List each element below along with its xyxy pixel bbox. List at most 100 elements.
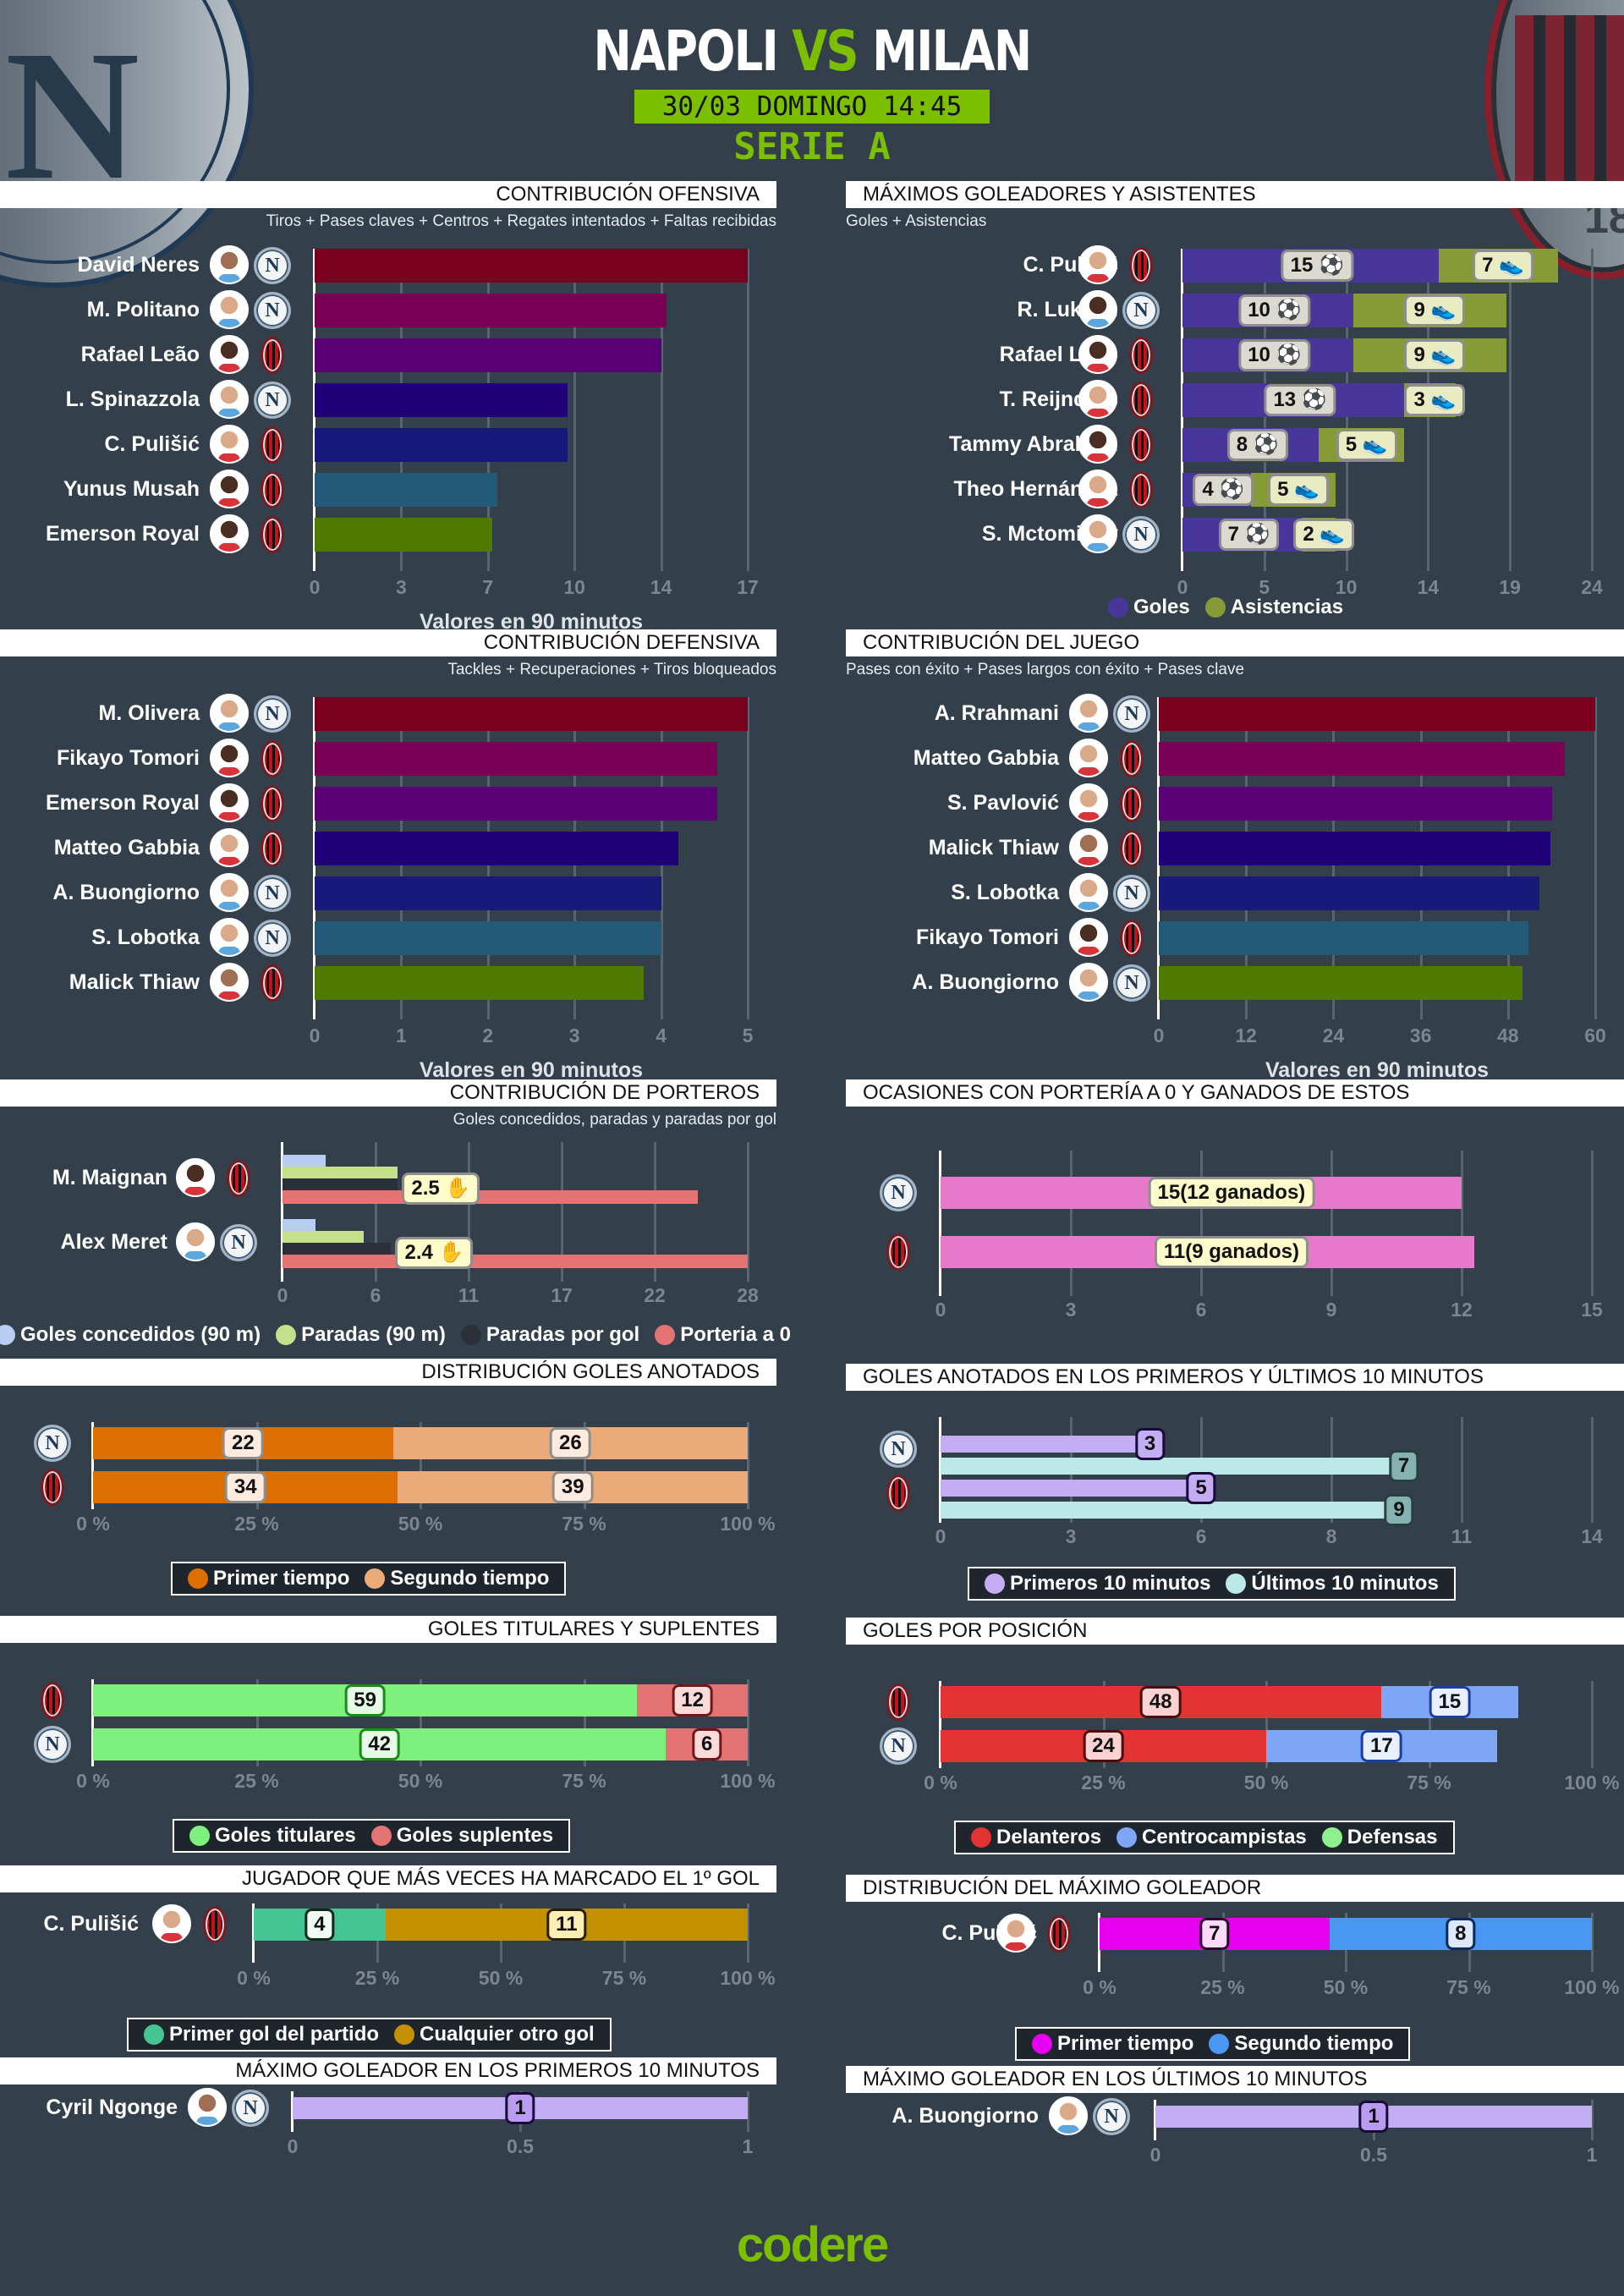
starters-badge: 59 xyxy=(344,1684,386,1717)
player-name: Cyril Ngonge xyxy=(46,2096,178,2119)
assists-badge: 3 👟 xyxy=(1404,384,1466,416)
gridline xyxy=(1461,1151,1463,1296)
legend-item[interactable]: Delanteros xyxy=(971,1826,1101,1849)
assists-badge: 5 👟 xyxy=(1268,474,1330,506)
bar-offensive xyxy=(315,383,568,417)
napoli-crest-icon: N xyxy=(232,2090,269,2127)
legend-item[interactable]: Asistencias xyxy=(1204,596,1344,619)
milan-crest-icon xyxy=(261,516,284,553)
milan-crest-icon xyxy=(1129,471,1153,508)
legend-item[interactable]: Cualquier otro gol xyxy=(394,2023,595,2046)
axis-tick: 17 xyxy=(737,576,759,598)
axis-tick: 5 xyxy=(742,1024,754,1046)
milan-crest-icon xyxy=(1120,740,1144,777)
axis-tick: 0 xyxy=(1177,576,1188,598)
bar-game xyxy=(1159,921,1528,955)
legend-item[interactable]: Goles suplentes xyxy=(370,1824,553,1848)
player-avatar xyxy=(1069,963,1108,1002)
napoli-crest-icon: N xyxy=(1113,695,1150,733)
axis-baseline xyxy=(313,697,315,1019)
legend-item[interactable]: Paradas por gol xyxy=(460,1323,639,1347)
starters-badge: 12 xyxy=(672,1684,713,1717)
player-name: Matteo Gabbia xyxy=(913,746,1059,770)
axis-baseline xyxy=(1181,249,1183,571)
axis-tick: 60 xyxy=(1584,1024,1606,1046)
gridline xyxy=(660,249,663,571)
axis-tick: 0 xyxy=(1153,1024,1165,1046)
player-name: S. Pavlović xyxy=(946,791,1059,815)
legend-label: Delanteros xyxy=(996,1826,1102,1848)
player-avatar xyxy=(210,739,249,777)
bar-game xyxy=(1159,876,1540,910)
player-name: S. Lobotka xyxy=(951,881,1059,904)
player-avatar xyxy=(210,290,249,329)
axis-tick: 28 xyxy=(737,1284,759,1306)
starters-title: GOLES TITULARES Y SUPLENTES xyxy=(0,1616,776,1643)
milan-crest-icon xyxy=(261,964,284,1002)
axis-baseline xyxy=(1154,2100,1156,2140)
assists-badge: 9 👟 xyxy=(1404,294,1466,327)
legend-item[interactable]: Segundo tiempo xyxy=(365,1567,549,1590)
legend-item[interactable]: Primer tiempo xyxy=(188,1567,349,1590)
player-avatar xyxy=(210,380,249,419)
axis-tick: 14 xyxy=(1417,576,1440,598)
legend-item[interactable]: Primer tiempo xyxy=(1032,2032,1193,2056)
milan-crest-icon xyxy=(1129,426,1153,464)
player-name: Emerson Royal xyxy=(45,522,200,546)
player-avatar xyxy=(1049,2096,1088,2135)
legend-item[interactable]: Goles concedidos (90 m) xyxy=(0,1323,261,1347)
legend-label: Asistencias xyxy=(1230,596,1344,618)
player-avatar xyxy=(210,335,249,374)
napoli-crest-icon: N xyxy=(1122,292,1160,329)
axis-baseline xyxy=(91,1679,94,1766)
gridline xyxy=(255,1422,259,1509)
gridline xyxy=(1461,1417,1463,1523)
milan-crest-icon xyxy=(261,785,284,822)
chart-legend: Primer tiempo Segundo tiempo xyxy=(1015,2027,1411,2061)
legend-item[interactable]: Primer gol del partido xyxy=(144,2023,379,2046)
gridline xyxy=(375,1142,377,1282)
clean-sheet-badge: 15(12 ganados) xyxy=(1148,1177,1315,1209)
legend-item[interactable]: Centrocampistas xyxy=(1116,1826,1307,1849)
position-badge: 48 xyxy=(1139,1686,1182,1718)
first10-badge: 3 xyxy=(1134,1428,1166,1460)
axis-baseline xyxy=(281,1142,283,1282)
legend-item[interactable]: Últimos 10 minutos xyxy=(1226,1572,1439,1596)
legend-item[interactable]: Goles xyxy=(1108,596,1190,619)
gridline xyxy=(654,1142,656,1282)
player-name: David Neres xyxy=(77,253,200,277)
axis-tick: 75 % xyxy=(562,1513,606,1535)
napoli-crest-icon: N xyxy=(254,695,291,733)
milan-crest-icon xyxy=(261,830,284,867)
player-avatar xyxy=(1069,783,1108,822)
legend-label: Primer gol del partido xyxy=(169,2023,380,2046)
chart-legend: Primer gol del partido Cualquier otro gol xyxy=(127,2018,612,2052)
axis-tick: 6 xyxy=(370,1284,381,1306)
player-avatar xyxy=(210,694,249,733)
last10-badge: 9 xyxy=(1384,1494,1414,1526)
legend-item[interactable]: Paradas (90 m) xyxy=(276,1323,446,1347)
axis-tick: 11 xyxy=(1451,1525,1473,1547)
axis-tick: 0 % xyxy=(924,1771,957,1793)
axis-tick: 14 xyxy=(1581,1525,1603,1547)
legend-item[interactable]: Segundo tiempo xyxy=(1209,2032,1393,2056)
legend-item[interactable]: Porteria a 0 xyxy=(655,1323,791,1347)
milan-crest-icon xyxy=(261,740,284,777)
away-team: MILAN xyxy=(872,19,1032,84)
gridline xyxy=(747,2091,749,2132)
gridline xyxy=(1591,2100,1594,2140)
axis-tick: 5 xyxy=(1259,576,1270,598)
gridline xyxy=(747,697,749,1019)
goals-badge: 10 ⚽ xyxy=(1238,294,1311,327)
assists-badge: 9 👟 xyxy=(1404,339,1466,371)
chart-legend: Goles concedidos (90 m) Paradas (90 m) Par… xyxy=(0,1323,791,1347)
milan-crest-icon xyxy=(1129,337,1153,374)
last10-badge: 1 xyxy=(1358,2101,1389,2133)
gridline xyxy=(1591,1151,1594,1296)
legend-item[interactable]: Defensas xyxy=(1321,1826,1438,1849)
legend-item[interactable]: Goles titulares xyxy=(189,1824,356,1848)
legend-item[interactable]: Primeros 10 minutos xyxy=(985,1572,1210,1596)
axis-tick: 48 xyxy=(1497,1024,1519,1046)
axis-tick: 2 xyxy=(482,1024,494,1046)
legend-dot-icon xyxy=(971,1827,991,1848)
